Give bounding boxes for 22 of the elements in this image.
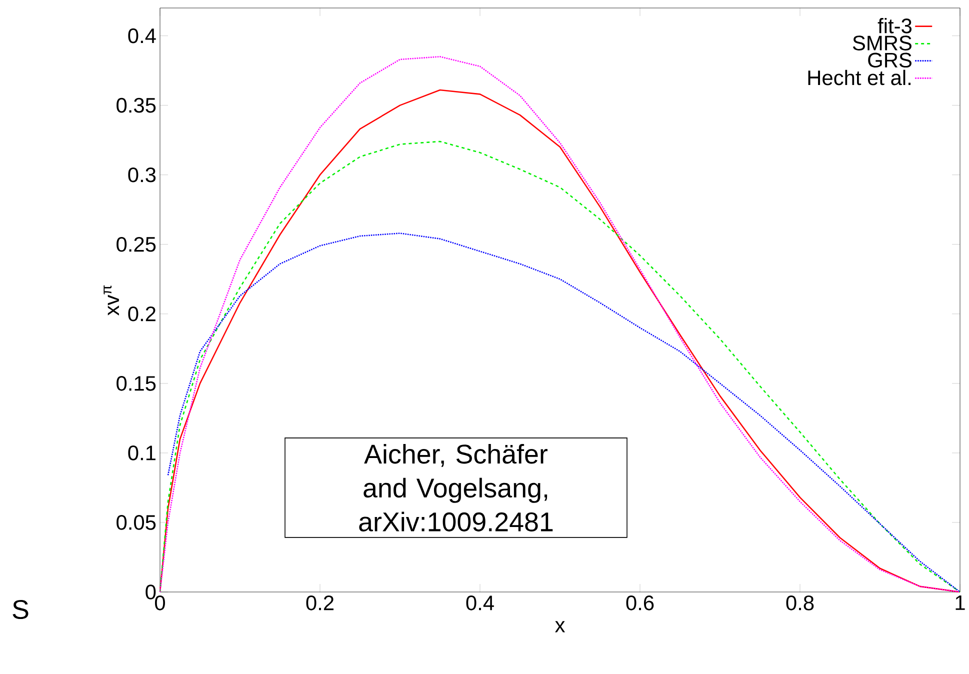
x-tick-label: 0.4 — [466, 596, 494, 610]
y-tick-label: 0.2 — [128, 306, 156, 322]
y-axis-title: xv$^{π}$ — [104, 285, 119, 316]
x-tick-label: 1 — [956, 596, 965, 610]
x-axis-title: x — [555, 621, 566, 632]
legend-label: Hecht et al. — [808, 70, 910, 86]
y-tick-label: 0.35 — [116, 98, 156, 113]
y-tick-label: 0.4 — [128, 28, 156, 44]
legend-label: GRS — [868, 52, 912, 68]
y-tick-label: 0.15 — [116, 376, 156, 391]
y-tick-label: 0.05 — [116, 515, 156, 530]
legend-label: SMRS — [852, 36, 912, 50]
y-tick-label: 0.3 — [128, 167, 156, 182]
x-tick-label: 0.8 — [786, 596, 814, 610]
y-tick-label: 0 — [146, 584, 156, 600]
y-tick-label: 0.1 — [128, 446, 156, 460]
x-tick-label: 0.6 — [626, 596, 654, 610]
text: S — [12, 600, 28, 620]
legend-label: fit-3 — [878, 18, 912, 34]
annotation: Aicher, Schäfer and Vogelsang, arXiv:1009.2481 — [359, 444, 553, 532]
x-tick-label: 0.2 — [306, 596, 334, 610]
y-tick-label: 0.25 — [116, 236, 156, 252]
